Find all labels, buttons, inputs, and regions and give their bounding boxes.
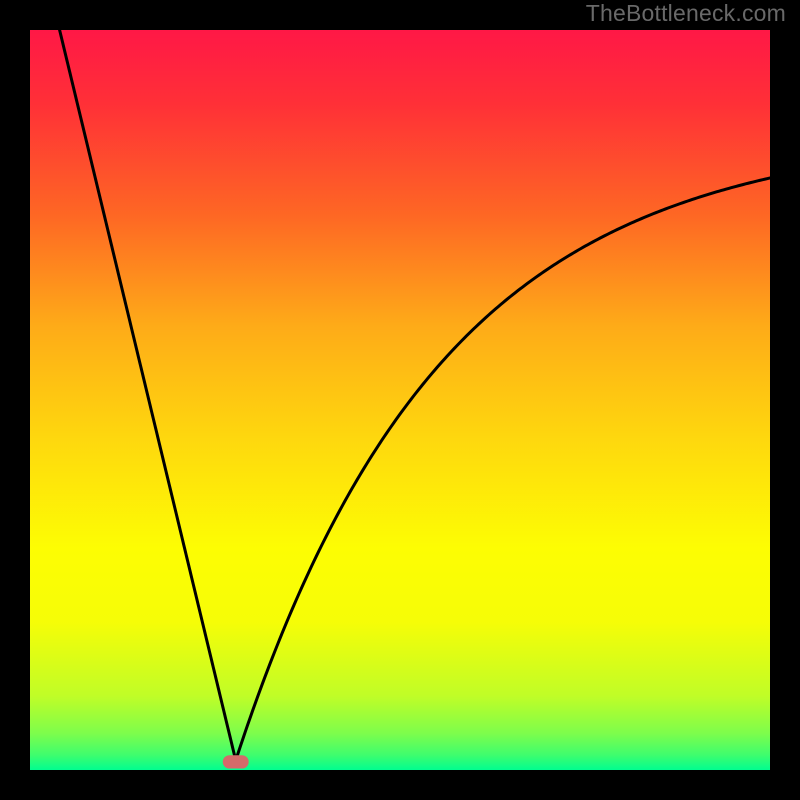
chart-frame: TheBottleneck.com xyxy=(0,0,800,800)
plot-area xyxy=(30,30,770,770)
chart-svg xyxy=(30,30,770,770)
gradient-background xyxy=(30,30,770,770)
minimum-marker xyxy=(223,755,249,768)
watermark-text: TheBottleneck.com xyxy=(586,0,786,27)
